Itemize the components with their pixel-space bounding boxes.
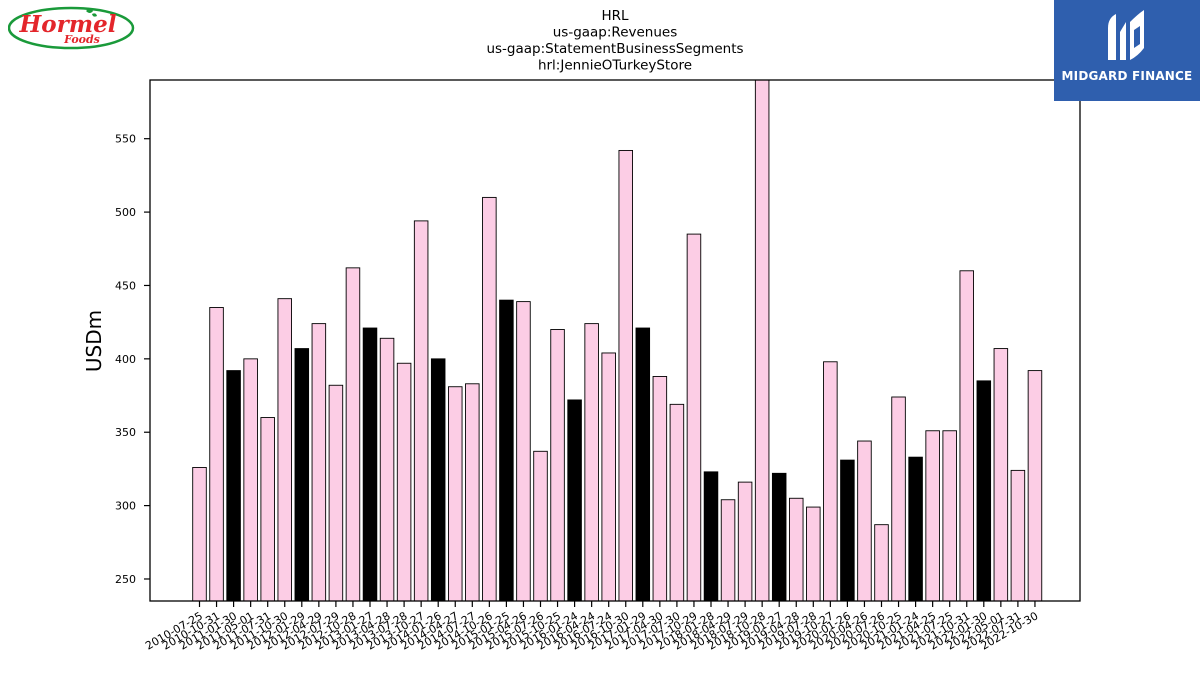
hormel-foods-logo: Hormel Foods xyxy=(7,6,136,50)
y-axis: 250 300 350 400 450 500 550 xyxy=(115,133,150,586)
bar xyxy=(942,430,957,602)
bar xyxy=(448,386,463,602)
bar xyxy=(789,497,804,602)
bar xyxy=(840,459,855,602)
bar xyxy=(533,450,548,602)
bar xyxy=(874,524,889,602)
bar xyxy=(260,417,275,602)
y-tick-label: 300 xyxy=(115,500,136,513)
bar xyxy=(567,399,582,602)
bar xyxy=(908,456,923,602)
hormel-wordmark: Hormel xyxy=(19,11,117,38)
chart-title-line: hrl:JennieOTurkeyStore xyxy=(538,58,692,74)
bar xyxy=(993,348,1009,602)
bar xyxy=(243,358,258,602)
chart-title: HRLus-gaap:Revenuesus-gaap:StatementBusi… xyxy=(486,8,743,74)
bar xyxy=(823,361,838,602)
bar xyxy=(516,301,531,602)
bar xyxy=(771,472,787,602)
bar xyxy=(601,352,616,602)
midgard-finance-logo: MIDGARD FINANCE xyxy=(1054,0,1200,101)
bar xyxy=(891,396,906,602)
bar xyxy=(413,220,429,602)
y-tick-label: 550 xyxy=(115,133,136,146)
bar xyxy=(703,471,719,602)
midgard-emblem-icon xyxy=(1108,10,1144,60)
chart-title-line: HRL xyxy=(601,8,629,24)
bar xyxy=(482,196,497,602)
bar xyxy=(635,327,651,602)
bar xyxy=(192,467,207,602)
x-axis: 2010-07-252010-10-312011-01-302011-05-01… xyxy=(143,601,1040,653)
leaf-icon xyxy=(86,9,97,17)
bar xyxy=(618,149,634,602)
bar xyxy=(754,79,770,602)
bar xyxy=(1010,469,1026,602)
plot-frame xyxy=(149,79,1081,602)
midgard-finance-wordmark: MIDGARD FINANCE xyxy=(1061,69,1193,83)
y-tick-label: 450 xyxy=(115,279,136,292)
bar xyxy=(311,323,327,602)
y-tick-label: 350 xyxy=(115,426,136,439)
bar xyxy=(976,380,992,602)
bar xyxy=(686,233,702,602)
y-tick-label: 250 xyxy=(115,573,136,586)
bar xyxy=(499,299,514,602)
bar xyxy=(720,499,736,602)
bar xyxy=(925,430,940,602)
bar xyxy=(294,348,310,602)
bar xyxy=(806,506,821,602)
chart-title-line: us-gaap:Revenues xyxy=(553,25,678,41)
foods-wordmark: Foods xyxy=(63,33,100,46)
chart-title-line: us-gaap:StatementBusinessSegments xyxy=(486,41,743,57)
bar xyxy=(1027,370,1043,602)
y-tick-label: 400 xyxy=(115,353,136,366)
bar xyxy=(277,298,293,602)
bar xyxy=(857,440,872,602)
bar xyxy=(959,270,975,602)
y-tick-label: 500 xyxy=(115,206,136,219)
bar xyxy=(396,362,412,602)
bar xyxy=(379,337,395,602)
y-axis-label: USDm xyxy=(82,310,106,372)
bar xyxy=(430,358,446,602)
bar xyxy=(669,403,685,602)
bar xyxy=(652,376,668,602)
bars xyxy=(192,79,1043,602)
bar xyxy=(226,370,241,602)
bar xyxy=(584,323,599,602)
bar xyxy=(465,383,480,602)
bar xyxy=(737,481,753,602)
bar xyxy=(550,329,565,602)
bar xyxy=(328,384,344,602)
bar xyxy=(362,327,378,602)
bar xyxy=(209,307,224,602)
bar xyxy=(345,267,361,602)
